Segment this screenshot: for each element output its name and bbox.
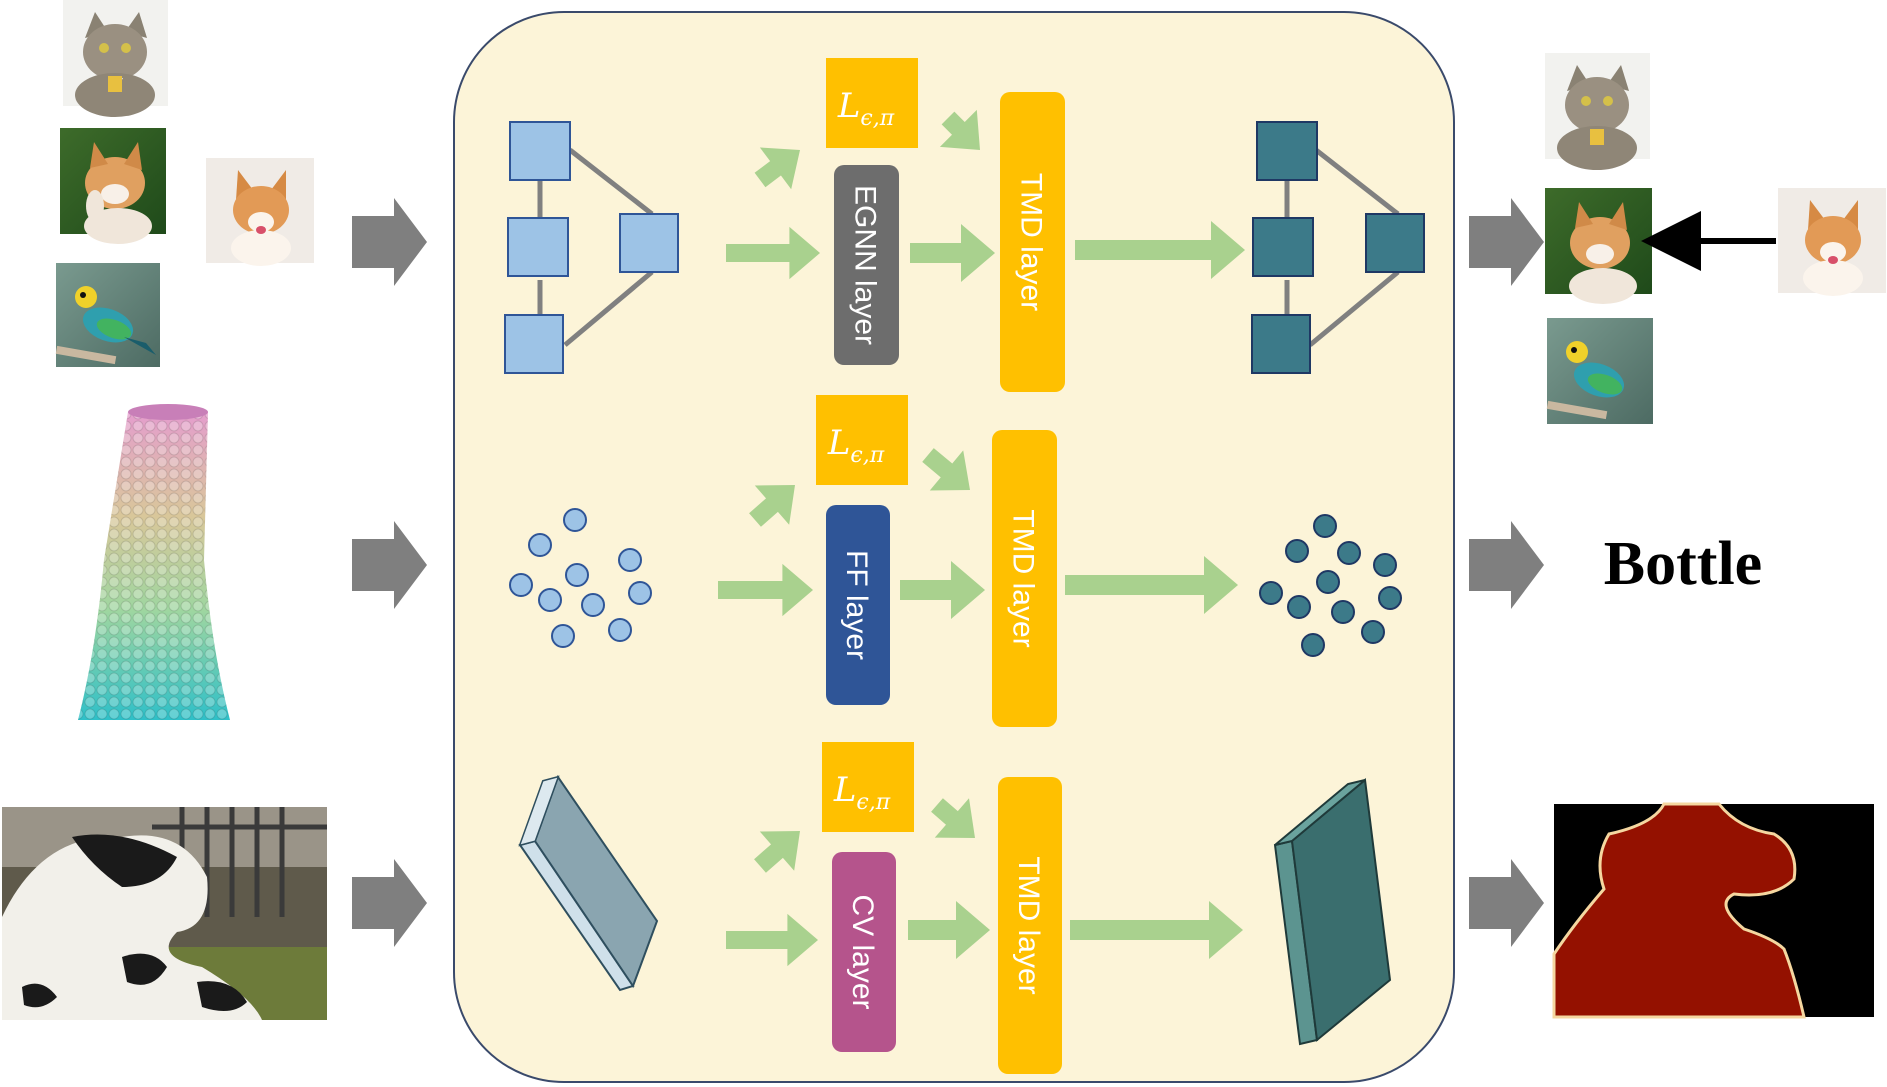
gray-flow-arrow (352, 859, 427, 947)
input-graph (504, 121, 679, 374)
gray-flow-arrow (352, 198, 427, 286)
tmd-layer-label: TMD layer (1007, 509, 1040, 647)
layer-box (826, 505, 890, 705)
cat-output-image (1545, 53, 1650, 170)
loss-label: Lϵ,π (837, 86, 895, 131)
green-flow-arrow (726, 913, 818, 967)
vase-pointcloud-image (78, 404, 230, 720)
green-flow-arrow (900, 561, 985, 619)
main-panel (453, 11, 1455, 1083)
green-flow-arrow (1075, 221, 1245, 279)
green-flow-arrow (749, 485, 795, 527)
green-flow-arrow (1065, 556, 1238, 614)
input-feature-map (518, 774, 659, 992)
layer-label: FF layer (840, 550, 873, 660)
tmd-layer-box (998, 777, 1062, 1074)
layer-label: EGNN layer (849, 185, 882, 345)
layer-box (832, 852, 896, 1052)
gray-arrows (352, 198, 1544, 947)
green-flow-arrow (1070, 901, 1243, 959)
green-flow-arrow (910, 224, 995, 282)
corgi-image (206, 158, 314, 266)
green-flow-arrow (908, 901, 990, 959)
layer-box (834, 165, 899, 365)
cow-photo-image (2, 807, 327, 1020)
loss-box (822, 742, 914, 832)
tmd-layer-box (992, 430, 1057, 727)
segmentation-mask-image (1552, 802, 1874, 1019)
green-flow-arrow (726, 226, 820, 280)
green-flow-arrow (754, 147, 801, 190)
tmd-layer-label: TMD layer (1015, 173, 1048, 311)
green-flow-arrow (718, 563, 813, 617)
corgi-waving-image (60, 128, 166, 244)
output-feature-map (1273, 778, 1392, 1046)
green-flow-arrow (754, 831, 800, 873)
bird-output-image (1546, 318, 1653, 424)
corgi-waving-output-image (1545, 188, 1652, 304)
loss-box (816, 395, 908, 485)
green-flow-arrow (922, 448, 970, 491)
cat-image (63, 0, 168, 117)
layer-label: CV layer (846, 894, 879, 1009)
loss-box (826, 58, 918, 148)
gray-flow-arrow (1469, 198, 1544, 286)
input-points (509, 508, 652, 648)
output-points (1259, 514, 1402, 657)
tmd-layer-label: TMD layer (1012, 856, 1045, 994)
gray-flow-arrow (352, 521, 427, 609)
output-graph (1251, 121, 1425, 374)
corgi-query-image (1778, 188, 1886, 296)
bird-image (55, 263, 160, 367)
green-flow-arrow (931, 798, 975, 838)
classification-label: Bottle (1604, 530, 1762, 598)
green-flow-arrow (939, 109, 980, 150)
gray-flow-arrow (1469, 859, 1544, 947)
gray-flow-arrow (1469, 521, 1544, 609)
tmd-layer-box (1000, 92, 1065, 392)
